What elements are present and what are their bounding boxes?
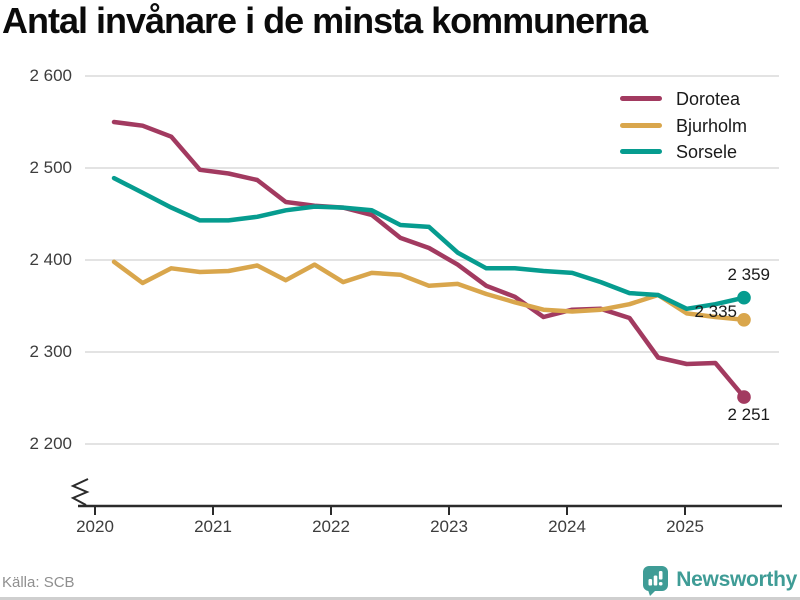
y-tick-label: 2 400 bbox=[29, 250, 72, 269]
legend-swatch-sorsele bbox=[620, 149, 662, 154]
bottom-border bbox=[0, 597, 800, 600]
end-label-dorotea: 2 251 bbox=[727, 405, 770, 424]
x-tick-label: 2025 bbox=[666, 517, 704, 536]
series-lines bbox=[111, 119, 751, 404]
y-tick-label: 2 600 bbox=[29, 66, 72, 85]
source-note: Källa: SCB bbox=[2, 574, 75, 591]
legend-swatch-bjurholm bbox=[620, 123, 662, 128]
legend-label-sorsele: Sorsele bbox=[676, 142, 738, 162]
bar-chart-bubble-icon bbox=[643, 566, 669, 596]
chart-title: Antal invånare i de minsta kommunerna bbox=[2, 0, 648, 41]
brand-name: Newsworthy bbox=[676, 568, 797, 591]
gridlines bbox=[85, 75, 779, 445]
x-tick-label: 2021 bbox=[194, 517, 232, 536]
end-dot-sorsele bbox=[737, 290, 751, 305]
x-tick-label: 2023 bbox=[430, 517, 468, 536]
y-tick-label: 2 200 bbox=[29, 434, 72, 453]
end-label-bjurholm: 2 335 bbox=[694, 302, 737, 321]
x-axis-ticks bbox=[94, 506, 686, 515]
x-tick-label: 2020 bbox=[76, 517, 114, 536]
brand-logo: Newsworthy bbox=[642, 565, 797, 596]
x-tick-label: 2022 bbox=[312, 517, 350, 536]
legend-label-bjurholm: Bjurholm bbox=[676, 116, 748, 136]
y-axis-break-icon bbox=[70, 478, 90, 506]
y-tick-label: 2 500 bbox=[29, 158, 72, 177]
y-tick-label: 2 300 bbox=[29, 342, 72, 361]
end-dot-dorotea bbox=[737, 390, 751, 404]
end-label-sorsele: 2 359 bbox=[727, 265, 770, 284]
legend-label-dorotea: Dorotea bbox=[676, 89, 741, 109]
series-line-dorotea bbox=[111, 119, 747, 400]
series-line-sorsele bbox=[111, 175, 747, 312]
series-line-bjurholm bbox=[111, 259, 747, 323]
end-dot-bjurholm bbox=[737, 313, 751, 327]
legend-swatch-dorotea bbox=[620, 96, 662, 101]
x-tick-label: 2024 bbox=[548, 517, 586, 536]
